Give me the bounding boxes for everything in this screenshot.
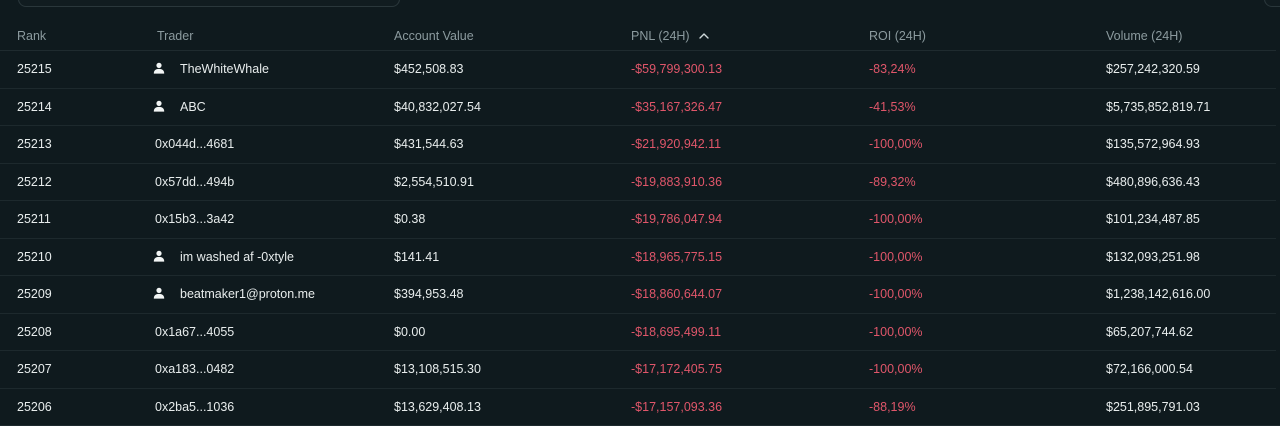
table-row[interactable]: 25208 0x1a67...4055 $0.00 -$18,695,499.11 -1… bbox=[0, 314, 1280, 352]
table-row[interactable]: 25210 im washed af -0xtyle $141.41 -$18,965… bbox=[0, 239, 1280, 277]
account-value-cell: $452,508.83 bbox=[394, 62, 464, 76]
volume-cell: $251,895,791.03 bbox=[1106, 400, 1200, 414]
trader-name: im washed af -0xtyle bbox=[180, 250, 294, 264]
rank-cell: 25206 bbox=[17, 400, 52, 414]
column-header-pnl[interactable]: PNL (24H) bbox=[631, 29, 709, 43]
pnl-cell: -$18,860,644.07 bbox=[631, 287, 722, 301]
table-row[interactable]: 25215 TheWhiteWhale $452,508.83 -$59,799,30… bbox=[0, 51, 1280, 89]
pnl-cell: -$19,786,047.94 bbox=[631, 212, 722, 226]
account-value-cell: $13,629,408.13 bbox=[394, 400, 481, 414]
volume-cell: $72,166,000.54 bbox=[1106, 362, 1193, 376]
volume-cell: $65,207,744.62 bbox=[1106, 325, 1193, 339]
rank-cell: 25213 bbox=[17, 137, 52, 151]
trader-name: 0x15b3...3a42 bbox=[155, 212, 234, 226]
trader-cell[interactable]: 0x15b3...3a42 bbox=[155, 212, 234, 226]
user-icon bbox=[153, 250, 165, 262]
table-row[interactable]: 25214 ABC $40,832,027.54 -$35,167,326.47 -41… bbox=[0, 89, 1280, 127]
rank-cell: 25211 bbox=[17, 212, 51, 226]
trader-cell[interactable]: im washed af -0xtyle bbox=[152, 250, 294, 264]
pnl-cell: -$19,883,910.36 bbox=[631, 175, 722, 189]
account-value-cell: $40,832,027.54 bbox=[394, 100, 481, 114]
user-icon bbox=[153, 287, 165, 299]
top-right-control-edge[interactable] bbox=[1264, 0, 1280, 7]
pnl-cell: -$18,695,499.11 bbox=[631, 325, 721, 339]
column-header-trader[interactable]: Trader bbox=[157, 29, 193, 43]
pnl-cell: -$35,167,326.47 bbox=[631, 100, 722, 114]
trader-cell[interactable]: 0x1a67...4055 bbox=[155, 325, 234, 339]
roi-cell: -100,00% bbox=[869, 325, 923, 339]
rank-cell: 25209 bbox=[17, 287, 52, 301]
volume-cell: $1,238,142,616.00 bbox=[1106, 287, 1210, 301]
trader-name: TheWhiteWhale bbox=[180, 62, 269, 76]
roi-cell: -100,00% bbox=[869, 287, 923, 301]
rank-cell: 25208 bbox=[17, 325, 52, 339]
account-value-cell: $431,544.63 bbox=[394, 137, 464, 151]
roi-cell: -83,24% bbox=[869, 62, 916, 76]
volume-cell: $135,572,964.93 bbox=[1106, 137, 1200, 151]
volume-cell: $480,896,636.43 bbox=[1106, 175, 1200, 189]
rank-cell: 25210 bbox=[17, 250, 52, 264]
pnl-cell: -$59,799,300.13 bbox=[631, 62, 722, 76]
rank-cell: 25212 bbox=[17, 175, 52, 189]
account-value-cell: $0.00 bbox=[394, 325, 425, 339]
user-icon bbox=[153, 62, 165, 74]
table-body: 25215 TheWhiteWhale $452,508.83 -$59,799,30… bbox=[0, 51, 1280, 426]
rank-cell: 25207 bbox=[17, 362, 52, 376]
scrollbar[interactable] bbox=[1276, 48, 1280, 413]
trader-cell[interactable]: 0x044d...4681 bbox=[155, 137, 234, 151]
roi-cell: -100,00% bbox=[869, 250, 923, 264]
roi-cell: -89,32% bbox=[869, 175, 916, 189]
account-value-cell: $141.41 bbox=[394, 250, 439, 264]
user-icon bbox=[153, 100, 165, 112]
column-header-volume[interactable]: Volume (24H) bbox=[1106, 29, 1182, 43]
pnl-cell: -$21,920,942.11 bbox=[631, 137, 721, 151]
volume-cell: $257,242,320.59 bbox=[1106, 62, 1200, 76]
column-header-account-value[interactable]: Account Value bbox=[394, 29, 474, 43]
trader-name: 0x57dd...494b bbox=[155, 175, 234, 189]
trader-name: 0x1a67...4055 bbox=[155, 325, 234, 339]
pnl-cell: -$18,965,775.15 bbox=[631, 250, 722, 264]
trader-name: beatmaker1@proton.me bbox=[180, 287, 315, 301]
trader-cell[interactable]: ABC bbox=[152, 100, 206, 114]
roi-cell: -41,53% bbox=[869, 100, 916, 114]
sort-ascending-chevron-icon bbox=[699, 32, 709, 39]
roi-cell: -88,19% bbox=[869, 400, 916, 414]
table-row[interactable]: 25209 beatmaker1@proton.me $394,953.48 -$18… bbox=[0, 276, 1280, 314]
trader-cell[interactable]: TheWhiteWhale bbox=[152, 62, 269, 76]
trader-name: ABC bbox=[180, 100, 206, 114]
pnl-cell: -$17,172,405.75 bbox=[631, 362, 722, 376]
account-value-cell: $394,953.48 bbox=[394, 287, 464, 301]
trader-cell[interactable]: beatmaker1@proton.me bbox=[152, 287, 315, 301]
roi-cell: -100,00% bbox=[869, 212, 923, 226]
table-row[interactable]: 25212 0x57dd...494b $2,554,510.91 -$19,883,… bbox=[0, 164, 1280, 202]
trader-name: 0x2ba5...1036 bbox=[155, 400, 234, 414]
pnl-cell: -$17,157,093.36 bbox=[631, 400, 722, 414]
trader-cell[interactable]: 0x57dd...494b bbox=[155, 175, 234, 189]
roi-cell: -100,00% bbox=[869, 362, 923, 376]
table-header: Rank Trader Account Value PNL (24H) ROI … bbox=[0, 18, 1280, 51]
rank-cell: 25214 bbox=[17, 100, 52, 114]
account-value-cell: $2,554,510.91 bbox=[394, 175, 474, 189]
rank-cell: 25215 bbox=[17, 62, 52, 76]
search-box-edge[interactable] bbox=[18, 0, 400, 7]
table-row[interactable]: 25213 0x044d...4681 $431,544.63 -$21,920,94… bbox=[0, 126, 1280, 164]
column-header-rank[interactable]: Rank bbox=[17, 29, 46, 43]
trader-name: 0x044d...4681 bbox=[155, 137, 234, 151]
table-row[interactable]: 25211 0x15b3...3a42 $0.38 -$19,786,047.94 -1… bbox=[0, 201, 1280, 239]
table-row[interactable]: 25206 0x2ba5...1036 $13,629,408.13 -$17,157… bbox=[0, 389, 1280, 426]
trader-cell[interactable]: 0xa183...0482 bbox=[155, 362, 234, 376]
volume-cell: $5,735,852,819.71 bbox=[1106, 100, 1210, 114]
column-header-roi[interactable]: ROI (24H) bbox=[869, 29, 926, 43]
trader-name: 0xa183...0482 bbox=[155, 362, 234, 376]
account-value-cell: $0.38 bbox=[394, 212, 425, 226]
volume-cell: $101,234,487.85 bbox=[1106, 212, 1200, 226]
leaderboard-table: Rank Trader Account Value PNL (24H) ROI … bbox=[0, 18, 1280, 426]
roi-cell: -100,00% bbox=[869, 137, 923, 151]
account-value-cell: $13,108,515.30 bbox=[394, 362, 481, 376]
table-row[interactable]: 25207 0xa183...0482 $13,108,515.30 -$17,172… bbox=[0, 351, 1280, 389]
trader-cell[interactable]: 0x2ba5...1036 bbox=[155, 400, 234, 414]
volume-cell: $132,093,251.98 bbox=[1106, 250, 1200, 264]
column-header-pnl-label: PNL (24H) bbox=[631, 29, 690, 43]
